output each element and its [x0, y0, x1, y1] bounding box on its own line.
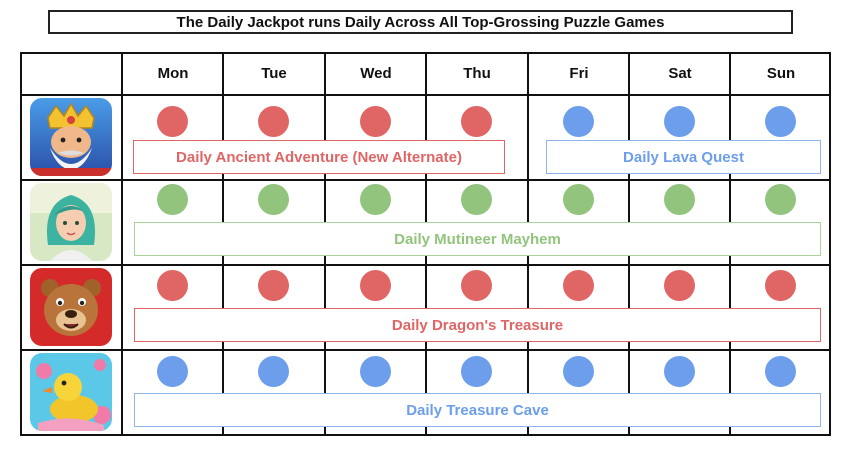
day-dot	[461, 184, 492, 215]
day-dot	[765, 106, 796, 137]
event-daily-lava-quest: Daily Lava Quest	[546, 140, 821, 174]
day-dot	[765, 356, 796, 387]
grid-line	[121, 52, 123, 436]
day-header-mon: Mon	[157, 64, 189, 82]
day-dot	[563, 270, 594, 301]
day-dot	[563, 106, 594, 137]
event-daily-dragons-treasure: Daily Dragon's Treasure	[134, 308, 821, 342]
bear-character-icon	[30, 268, 112, 346]
day-dot	[157, 270, 188, 301]
day-dot	[461, 270, 492, 301]
day-header-fri: Fri	[569, 64, 589, 82]
event-daily-treasure-cave: Daily Treasure Cave	[134, 393, 821, 427]
day-dot	[258, 270, 289, 301]
page-title: The Daily Jackpot runs Daily Across All …	[48, 10, 793, 34]
day-dot	[258, 184, 289, 215]
day-dot	[461, 356, 492, 387]
rubber-duck-icon	[30, 353, 112, 431]
day-dot	[360, 356, 391, 387]
grid-line	[20, 52, 22, 436]
day-dot	[157, 356, 188, 387]
day-dot	[765, 270, 796, 301]
day-dot	[563, 184, 594, 215]
day-dot	[664, 184, 695, 215]
day-dot	[360, 270, 391, 301]
day-header-tue: Tue	[261, 64, 287, 82]
day-dot	[258, 356, 289, 387]
day-dot	[765, 184, 796, 215]
day-header-wed: Wed	[360, 64, 392, 82]
day-dot	[157, 106, 188, 137]
day-dot	[157, 184, 188, 215]
day-dot	[258, 106, 289, 137]
day-dot	[360, 184, 391, 215]
grid-line	[829, 52, 831, 436]
king-character-icon	[30, 98, 112, 176]
green-haired-girl-icon	[30, 183, 112, 261]
event-daily-mutineer-mayhem: Daily Mutineer Mayhem	[134, 222, 821, 256]
day-dot	[664, 356, 695, 387]
day-header-sun: Sun	[766, 64, 796, 82]
day-header-sat: Sat	[668, 64, 692, 82]
day-dot	[664, 106, 695, 137]
day-dot	[360, 106, 391, 137]
day-header-thu: Thu	[463, 64, 491, 82]
day-dot	[664, 270, 695, 301]
day-dot	[461, 106, 492, 137]
event-daily-ancient-adventure: Daily Ancient Adventure (New Alternate)	[133, 140, 505, 174]
day-dot	[563, 356, 594, 387]
